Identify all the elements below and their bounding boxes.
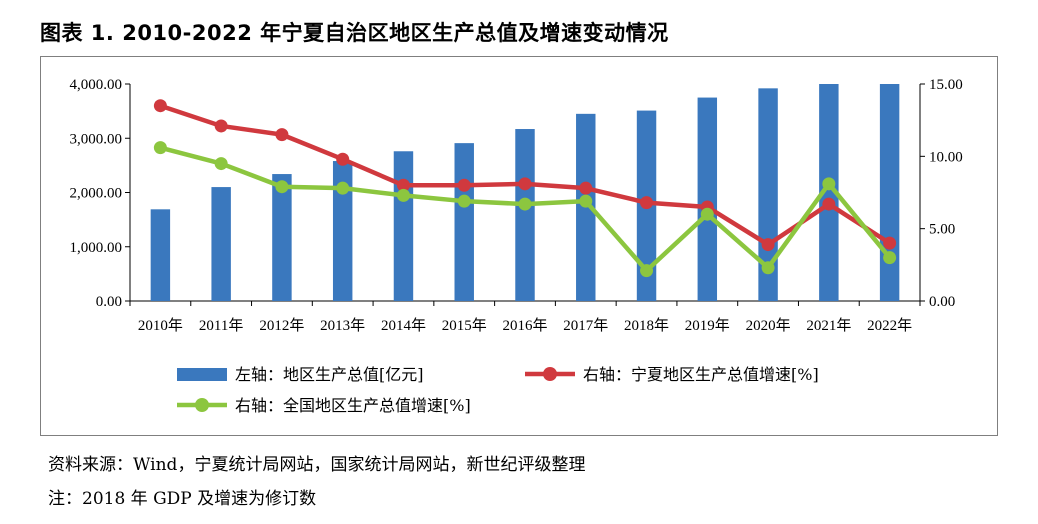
point-ningxia-growth [822, 197, 836, 211]
point-national-growth [214, 157, 228, 171]
left-axis-tick-label: 1,000.00 [70, 240, 123, 256]
right-axis-tick-label: 15.00 [929, 77, 963, 93]
bar-gdp [211, 187, 231, 301]
x-axis-category-label: 2015年 [442, 317, 487, 334]
legend-national-growth-label: 右轴：全国地区生产总值增速[%] [235, 396, 471, 415]
point-ningxia-growth [275, 128, 289, 142]
point-national-growth [336, 181, 350, 195]
point-national-growth [883, 251, 897, 265]
source-note: 资料来源：Wind，宁夏统计局网站，国家统计局网站，新世纪评级整理 [48, 455, 586, 475]
point-ningxia-growth [153, 99, 167, 113]
x-axis-category-label: 2018年 [624, 317, 669, 334]
point-ningxia-growth [640, 196, 654, 210]
point-ningxia-growth [457, 178, 471, 192]
x-axis-category-label: 2016年 [502, 317, 547, 334]
point-national-growth [153, 141, 167, 155]
bar-gdp [697, 97, 718, 301]
chart-frame [40, 56, 998, 436]
left-axis-tick-label: 0.00 [96, 294, 122, 310]
point-ningxia-growth [396, 178, 410, 192]
x-axis-category-label: 2022年 [867, 317, 912, 334]
x-axis-category-label: 2021年 [806, 317, 851, 334]
x-axis-category-label: 2012年 [259, 317, 304, 334]
left-axis-tick-label: 2,000.00 [70, 186, 123, 202]
point-ningxia-growth [336, 152, 350, 166]
bar-gdp [150, 209, 171, 301]
legend-ningxia-growth-marker [543, 367, 557, 381]
left-axis-tick-label: 4,000.00 [70, 77, 123, 93]
legend-ningxia-growth-label: 右轴：宁夏地区生产总值增速[%] [583, 365, 819, 384]
x-axis-category-label: 2017年 [563, 317, 608, 334]
bar-gdp [454, 143, 474, 301]
point-ningxia-growth [579, 181, 593, 195]
point-national-growth [579, 194, 593, 208]
left-axis-tick-label: 3,000.00 [70, 131, 123, 147]
x-axis-category-label: 2013年 [320, 317, 365, 334]
point-national-growth [275, 180, 289, 194]
x-axis-category-label: 2020年 [746, 317, 791, 334]
legend-national-growth-marker [195, 398, 209, 412]
right-axis-tick-label: 0.00 [929, 294, 955, 310]
point-ningxia-growth [761, 238, 775, 252]
point-national-growth [761, 261, 775, 275]
right-axis-tick-label: 10.00 [929, 149, 963, 165]
bar-gdp [393, 151, 414, 301]
x-axis-category-label: 2019年 [685, 317, 730, 334]
bar-gdp [515, 129, 535, 301]
x-axis-category-label: 2011年 [199, 317, 243, 334]
point-national-growth [518, 197, 532, 211]
footnote: 注：2018 年 GDP 及增速为修订数 [48, 489, 317, 509]
bar-gdp [819, 84, 839, 301]
x-axis-category-label: 2010年 [138, 317, 183, 334]
point-national-growth [640, 264, 654, 278]
legend-gdp-swatch [177, 368, 227, 381]
point-national-growth [700, 207, 714, 221]
point-national-growth [822, 177, 836, 191]
bar-gdp [272, 174, 292, 301]
bar-gdp [879, 84, 900, 301]
chart-title: 图表 1. 2010-2022 年宁夏自治区地区生产总值及增速变动情况 [40, 21, 669, 45]
point-ningxia-growth [883, 236, 897, 250]
bar-gdp [332, 161, 353, 301]
legend-gdp-label: 左轴：地区生产总值[亿元] [235, 365, 424, 384]
point-ningxia-growth [518, 177, 532, 191]
point-ningxia-growth [214, 119, 228, 133]
point-national-growth [457, 194, 471, 208]
right-axis-tick-label: 5.00 [929, 222, 955, 238]
x-axis-category-label: 2014年 [381, 317, 426, 334]
point-national-growth [396, 188, 410, 202]
